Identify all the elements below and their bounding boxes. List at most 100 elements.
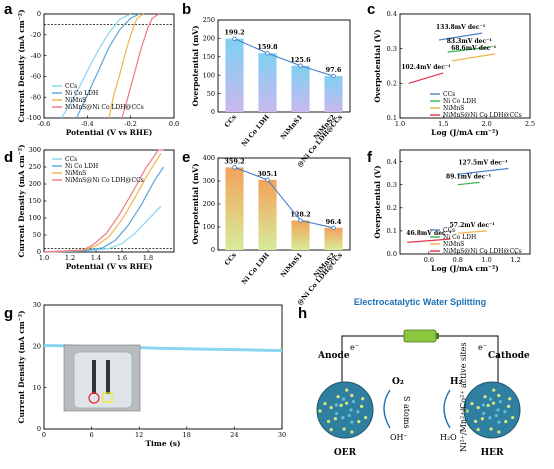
legend-entry: Ni Co LDH	[65, 163, 98, 170]
y-tick-label: -80	[31, 93, 41, 101]
plot-frame	[399, 149, 531, 255]
category-label: @Ni Co LDH@CCs	[296, 113, 345, 169]
surface-grain	[476, 405, 480, 410]
surface-grain	[488, 397, 493, 401]
surface-grain	[351, 399, 356, 404]
y-tick-label: 0	[37, 425, 41, 433]
surface-grain	[339, 403, 343, 407]
surface-grain	[488, 416, 492, 420]
series-line	[60, 13, 131, 119]
series-line	[43, 166, 165, 253]
tafel-slope-label: 46.8mV dec⁻¹	[406, 230, 452, 237]
surface-grain	[465, 409, 469, 413]
her-label: HER	[481, 448, 504, 458]
y-tick-label: 30	[33, 301, 41, 309]
y-tick-label: 0	[37, 248, 41, 256]
x-tick-label: -0.4	[81, 120, 94, 128]
y-tick-label: 250	[203, 16, 215, 24]
legend-entry: CCs	[65, 156, 77, 163]
surface-grain	[323, 401, 327, 406]
surface-grain	[481, 403, 485, 407]
bar	[225, 38, 244, 113]
surface-grain	[349, 408, 353, 412]
legend-entry: NiMnS@Ni Co LDH@CCs	[443, 112, 522, 119]
y-tick-label: 150	[203, 53, 215, 61]
x-tick-label: 0.6	[424, 256, 434, 264]
x-axis-label: Potential (V vs RHE)	[66, 128, 153, 137]
highlight-circle-red	[88, 392, 100, 404]
surface-grain	[486, 403, 490, 407]
legend-entry: Ni Co LDH	[443, 234, 476, 241]
y-tick-label: 200	[203, 200, 215, 208]
tafel-slope-label: 127.5mV dec⁻¹	[458, 159, 508, 166]
y-tick-label: -20	[31, 31, 41, 39]
y-tick-label: 300	[29, 146, 41, 154]
x-tick-label: 1.2	[65, 254, 75, 262]
plot-frame	[43, 13, 175, 119]
category-label: Ni Co LDH	[240, 251, 271, 286]
bar-value-label: 97.6	[326, 66, 342, 74]
y-tick-label: 300	[203, 177, 215, 185]
tafel-slope-label: 89.1mV dec⁻¹	[446, 173, 492, 180]
y-tick-label: 0.1	[387, 114, 397, 122]
oer-catalyst-sphere	[316, 381, 374, 439]
bar	[291, 65, 310, 112]
surface-grain	[344, 401, 349, 405]
s-atoms-label: S atoms	[402, 396, 411, 429]
surface-grain	[498, 399, 503, 404]
panel-c: c 1.0 1.5 2.0 2.5 0.1 0.2 0.3 0.4 Log (J/mA cm⁻²)…	[367, 1, 535, 137]
x-tick-label: 0	[42, 431, 46, 439]
y-axis-label: Overpotential (mV)	[191, 163, 200, 244]
y-tick-label: 0.3	[387, 181, 397, 189]
trend-marker	[331, 73, 336, 79]
panel-letter: c	[367, 1, 375, 18]
o2-label: O₂	[392, 377, 404, 387]
x-tick-label: 1.5	[438, 120, 448, 128]
category-label: NiMnS1	[279, 113, 304, 141]
x-axis-label: Potential (V vs RHE)	[66, 262, 153, 271]
x-tick-label: 1.8	[143, 254, 153, 262]
cathode-label: Cathode	[488, 351, 530, 361]
trend-marker	[298, 218, 303, 223]
bar-value-label: 125.6	[290, 56, 311, 64]
her-cycle-arrow	[443, 389, 451, 429]
legend-entry: CCs	[65, 83, 77, 90]
surface-grain	[336, 395, 340, 399]
bar	[258, 53, 277, 112]
x-tick-label: -0.2	[124, 120, 137, 128]
legend-entry: NiMnS@Ni Co LDH@CCs	[443, 248, 522, 255]
surface-grain	[360, 404, 364, 408]
surface-grain	[335, 411, 339, 416]
series-line	[457, 230, 487, 234]
surface-grain	[476, 428, 480, 432]
y-tick-label: 0.4	[387, 158, 397, 166]
surface-grain	[326, 419, 331, 424]
h2o-label: H₂O	[440, 433, 457, 442]
surface-grain	[482, 411, 486, 416]
surface-grain	[492, 388, 496, 392]
tafel-slope-label: 83.3mV dec⁻¹	[447, 38, 493, 45]
surface-grain	[497, 430, 501, 434]
category-label: CCs	[223, 113, 238, 129]
active-sites-label: Ni²⁺/Mn²⁺/Co²⁺ active sites	[459, 342, 468, 452]
series-line	[408, 72, 444, 84]
bar-value-label: 305.1	[257, 170, 277, 178]
plot-frame	[399, 13, 531, 119]
panel-letter: b	[182, 1, 191, 18]
electron-label: e⁻	[478, 343, 487, 352]
y-tick-label: 0.0	[387, 250, 397, 258]
bar	[225, 167, 244, 250]
y-tick-label: 150	[29, 197, 41, 205]
legend-entry: NiMnS	[65, 170, 86, 177]
trend-marker	[265, 50, 270, 56]
panel-letter: a	[4, 1, 13, 18]
category-label: CCs	[223, 251, 238, 267]
tafel-slope-label: 102.4mV dec⁻¹	[401, 64, 451, 71]
surface-grain	[364, 415, 368, 420]
surface-grain	[347, 413, 351, 418]
x-tick-label: -0.6	[38, 120, 51, 128]
y-tick-label: 0	[37, 10, 41, 18]
y-tick-label: 100	[203, 71, 215, 79]
bar	[324, 76, 343, 112]
